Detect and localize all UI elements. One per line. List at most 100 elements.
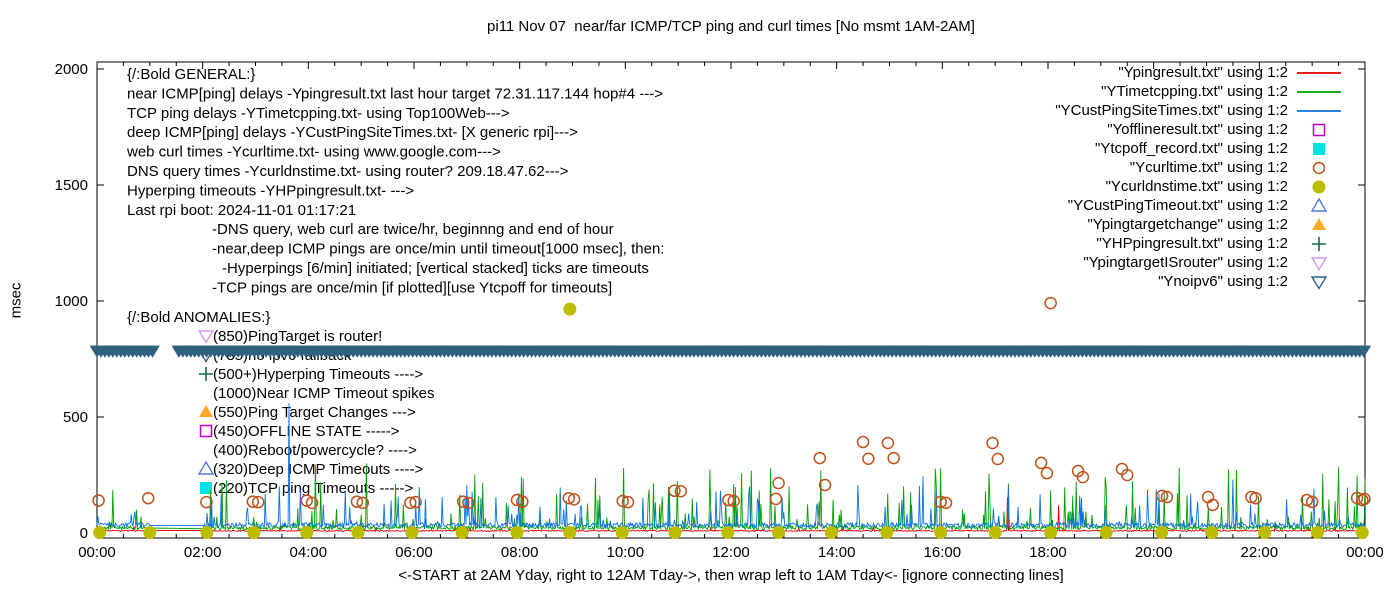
curl-point-icon — [510, 493, 524, 507]
x-tick-label: 06:00 — [395, 544, 433, 561]
legend-sample-line — [1297, 90, 1341, 93]
curl-point-icon — [772, 476, 785, 490]
square-open-bullet-icon — [199, 424, 213, 438]
curl-point-icon — [1249, 491, 1262, 505]
curl-point-icon — [516, 495, 529, 508]
curl-point-icon — [1358, 492, 1371, 506]
x-tick-label: 22:00 — [1241, 544, 1279, 561]
legend-label: "Ycurltime.txt" using 1:2 — [1129, 159, 1288, 176]
legend-sample-tri-down-open — [1310, 256, 1328, 271]
dns-point-icon — [247, 526, 261, 540]
legend-tri-up-fill-icon — [1312, 217, 1326, 230]
curl-point-icon — [674, 484, 688, 498]
legend-entry-4: "Yofflineresult.txt" using 1:2 — [1055, 120, 1342, 139]
legend-entry-3: "YCustPingSiteTimes.txt" using 1:2 — [1055, 101, 1342, 120]
annotation-line: Hyperping timeouts -YHPpingresult.txt- -… — [127, 182, 414, 199]
curl-point-icon — [1300, 493, 1314, 507]
curl-point-icon — [305, 496, 319, 510]
x-tick-label: 02:00 — [184, 544, 222, 561]
dns-point-icon — [300, 526, 314, 540]
legend-square-open-icon — [1312, 123, 1326, 136]
square-fill-bullet-icon — [200, 482, 212, 494]
axes: 00:00 02:00 04:00 06:00 08:00 10:00 12:00 14:00… — [55, 61, 1384, 561]
legend-tri-up-open-icon — [1310, 197, 1328, 212]
legend-sample-plus — [1312, 236, 1326, 251]
plus-bullet-icon — [199, 367, 213, 381]
legend-label: "YCustPingSiteTimes.txt" using 1:2 — [1055, 102, 1288, 119]
annotation-line: DNS query times -Ycurldnstime.txt- using… — [127, 163, 569, 180]
curl-point-icon — [769, 492, 783, 506]
legend-label: "YpingtargetISrouter" using 1:2 — [1083, 254, 1288, 271]
legend-sample-line — [1297, 109, 1341, 112]
annotation-line: (550)Ping Target Changes ---> — [213, 404, 416, 421]
series-YCustPingSiteTimes-txt — [96, 403, 1366, 530]
dns-point-icon — [200, 526, 214, 540]
annotation-line: near ICMP[ping] delays -Ypingresult.txt … — [127, 85, 663, 102]
dns-point-icon — [1258, 526, 1272, 540]
curl-point-icon — [986, 436, 999, 450]
curl-point-icon — [668, 484, 681, 498]
dns-point-icon — [510, 526, 524, 540]
dns-time-points — [93, 302, 1369, 540]
legend-sample-line — [1297, 71, 1341, 74]
curl-point-icon — [727, 494, 740, 508]
legend-label: "YHPpingresult.txt" using 1:2 — [1096, 235, 1288, 252]
curl-point-icon — [1350, 491, 1364, 505]
dns-point-icon — [455, 526, 469, 540]
y-tick-label: 0 — [80, 525, 88, 542]
annotation-line: {/:Bold ANOMALIES:} — [127, 309, 270, 326]
dns-point-icon — [721, 526, 735, 540]
legend-sample-tri-up-open — [1310, 197, 1328, 212]
curl-point-icon — [356, 496, 370, 510]
legend-entry-10: "YHPpingresult.txt" using 1:2 — [1055, 234, 1342, 253]
legend-circle-fill-icon — [1312, 180, 1326, 193]
annotation-line: (400)Reboot/powercycle? ----> — [213, 442, 417, 459]
curl-point-icon — [887, 451, 900, 465]
dns-point-icon — [880, 526, 894, 540]
dns-point-icon — [1044, 526, 1058, 540]
annotation-line: (850)PingTarget is router! — [213, 328, 382, 345]
x-axis-note: <-START at 2AM Yday, right to 12AM Tday-… — [398, 567, 1064, 584]
legend-sample-circle-fill — [1312, 180, 1326, 193]
annotation-line: deep ICMP[ping] delays -YCustPingSiteTim… — [127, 124, 578, 141]
x-tick-label: 00:00 — [78, 544, 116, 561]
annotation-line: -Hyperpings [6/min] initiated; [vertical… — [222, 260, 649, 277]
x-tick-label: 14:00 — [818, 544, 856, 561]
curl-point-icon — [616, 494, 629, 508]
dns-point-icon — [988, 526, 1002, 540]
legend-entry-9: "Ypingtargetchange" using 1:2 — [1055, 215, 1342, 234]
x-tick-label: 16:00 — [924, 544, 962, 561]
legend-square-fill-icon — [1313, 142, 1325, 155]
x-tick-label: 04:00 — [290, 544, 328, 561]
legend-sample-square-fill — [1313, 142, 1325, 155]
curl-point-icon — [939, 496, 953, 510]
legend-tri-down-open-icon — [1310, 256, 1328, 271]
legend-entry-7: "Ycurldnstime.txt" using 1:2 — [1055, 177, 1342, 196]
dns-point-icon — [93, 526, 107, 540]
curl-time-points — [92, 296, 1371, 512]
annotation-line: TCP ping delays -YTimetcpping.txt- using… — [127, 105, 510, 122]
annotation-line: (220)TCP ping Timeouts -----> — [213, 480, 413, 497]
x-tick-label: 12:00 — [712, 544, 750, 561]
tri-up-fill-bullet-icon — [199, 405, 213, 417]
curl-point-icon — [1040, 466, 1054, 480]
curl-point-icon — [1044, 296, 1057, 310]
curl-point-icon — [1160, 490, 1174, 504]
curl-point-icon — [1155, 489, 1169, 503]
curl-point-icon — [856, 435, 870, 449]
x-tick-label: 00:00 — [1346, 544, 1384, 561]
tri-down-open-bullet-icon — [197, 330, 215, 344]
legend-label: "Ytcpoff_record.txt" using 1:2 — [1095, 140, 1288, 157]
dns-point-icon — [772, 526, 786, 540]
dns-point-icon — [405, 526, 419, 540]
dns-point-icon — [1355, 526, 1369, 540]
legend-label: "Ypingtargetchange" using 1:2 — [1087, 216, 1288, 233]
curl-point-icon — [1305, 495, 1319, 509]
annotation-general: {/:Bold GENERAL:} near ICMP[ping] delays … — [126, 66, 664, 296]
legend-label: "YCustPingTimeout.txt" using 1:2 — [1067, 197, 1288, 214]
curl-point-icon — [456, 495, 470, 508]
annotation-line: (500+)Hyperping Timeouts ----> — [213, 366, 423, 383]
curl-point-icon — [567, 493, 581, 506]
curl-point-icon — [881, 436, 895, 450]
